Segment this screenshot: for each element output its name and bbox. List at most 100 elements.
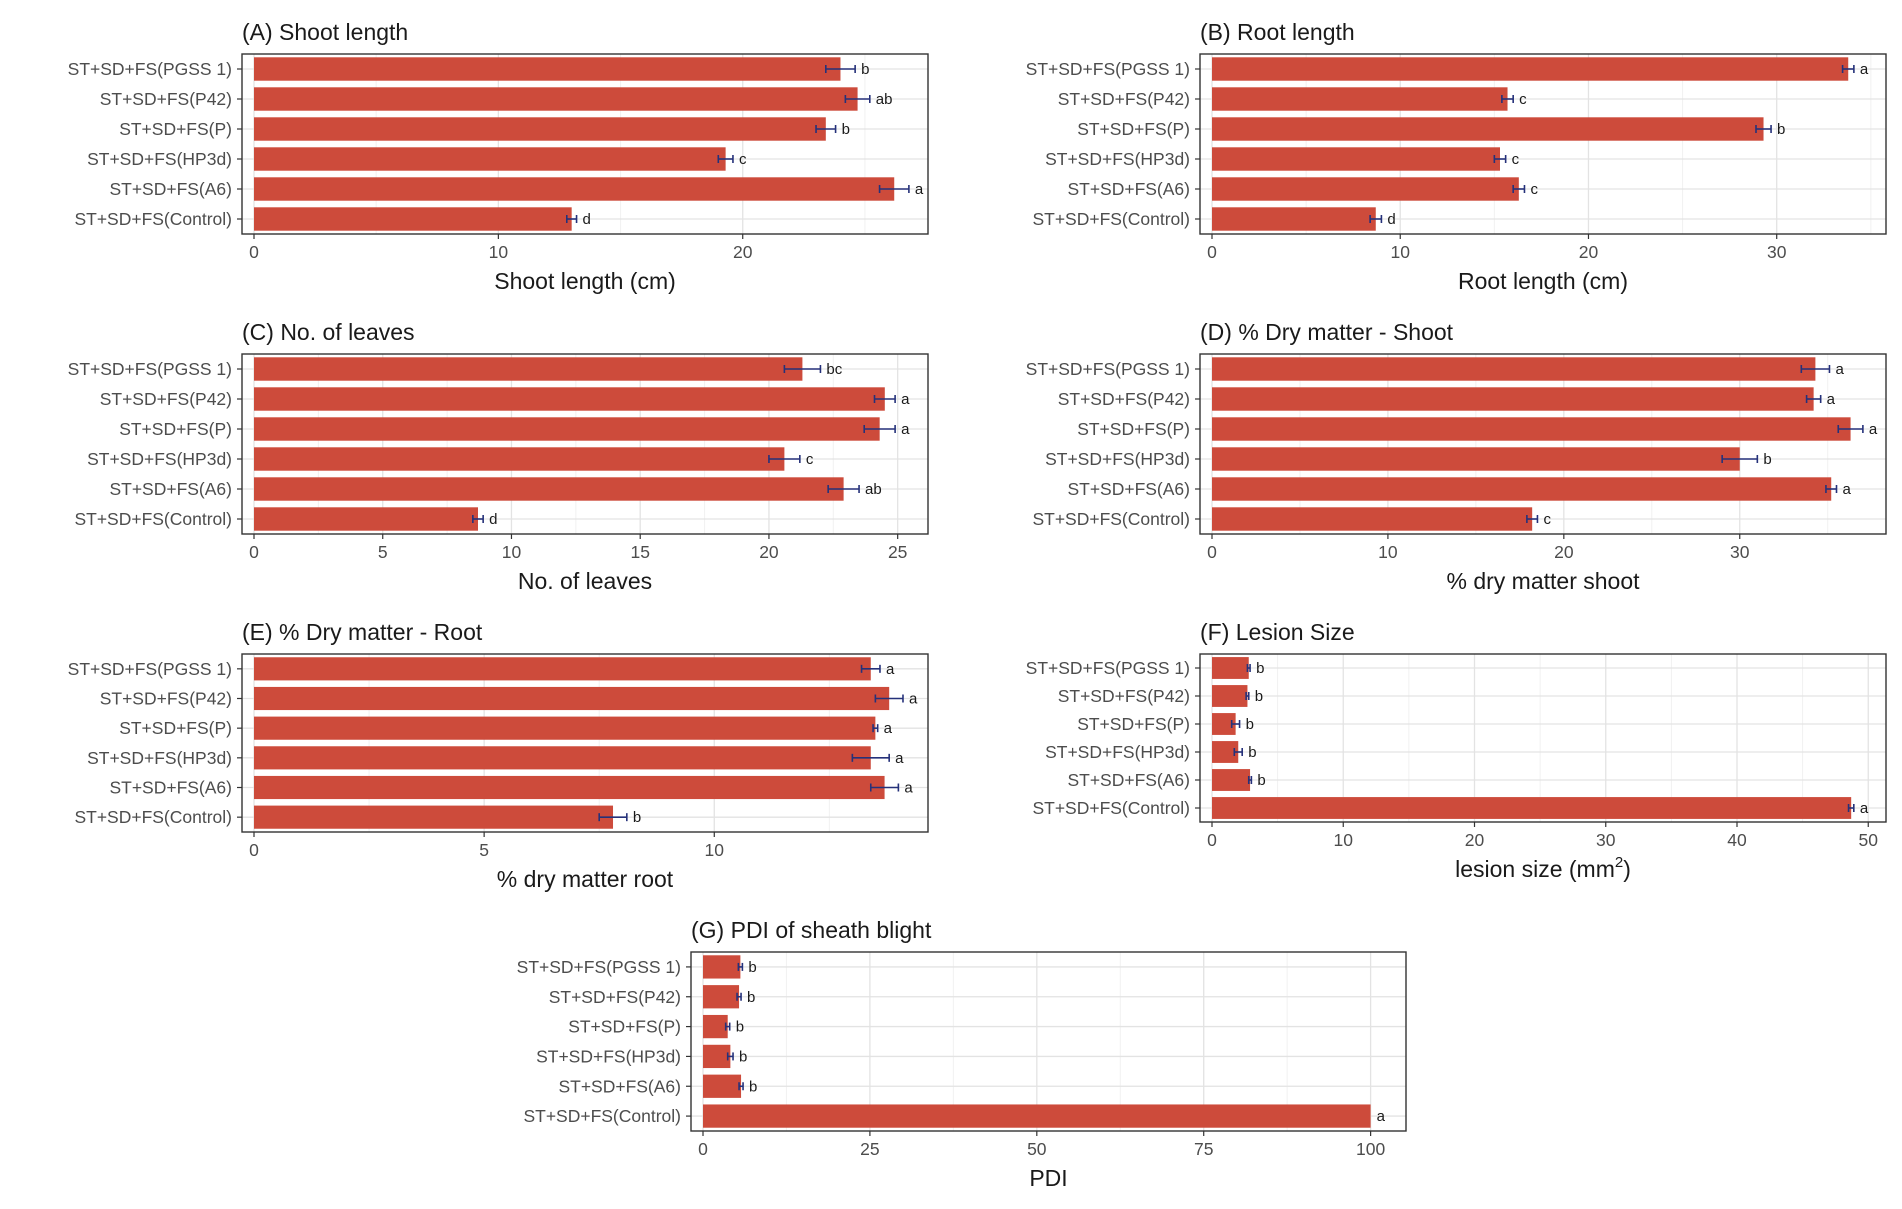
bar	[1212, 207, 1376, 231]
bar	[254, 477, 844, 501]
bar	[254, 447, 785, 471]
category-label: ST+SD+FS(P)	[1077, 714, 1190, 734]
category-label: ST+SD+FS(Control)	[1032, 798, 1190, 818]
significance-label: ab	[876, 91, 893, 108]
category-label: ST+SD+FS(Control)	[74, 807, 232, 827]
bar	[1212, 357, 1816, 381]
significance-label: a	[1843, 481, 1852, 498]
chart-panel: (E) % Dry matter - Root a ST+SD+FS(PGSS 1)…	[68, 619, 929, 892]
significance-label: b	[747, 989, 755, 1006]
x-tick-label: 25	[860, 1139, 879, 1159]
bar	[1212, 417, 1851, 441]
category-label: ST+SD+FS(P)	[119, 419, 232, 439]
significance-label: b	[1256, 660, 1264, 677]
x-tick-label: 10	[1391, 242, 1411, 262]
x-axis-title: PDI	[1029, 1165, 1067, 1191]
panel-border	[1199, 353, 1887, 535]
x-tick-label: 50	[1859, 830, 1879, 850]
category-label: ST+SD+FS(P)	[568, 1017, 681, 1037]
significance-label: a	[1860, 800, 1869, 817]
bar	[703, 1044, 731, 1069]
category-label: ST+SD+FS(P)	[119, 718, 232, 738]
x-tick-label: 5	[378, 542, 388, 562]
x-tick-label: 10	[502, 542, 522, 562]
category-label: ST+SD+FS(P42)	[100, 389, 232, 409]
category-label: ST+SD+FS(P42)	[549, 987, 681, 1007]
x-tick-label: 0	[249, 840, 259, 860]
bar	[1212, 507, 1533, 531]
significance-label: b	[1257, 772, 1265, 789]
category-label: ST+SD+FS(P)	[1077, 119, 1190, 139]
chart-panel: (C) No. of leaves bc ST+SD+FS(PGSS 1) a ST+S…	[68, 319, 929, 594]
significance-label: b	[633, 809, 641, 826]
bar	[1212, 387, 1814, 411]
x-axis-title: % dry matter shoot	[1446, 568, 1640, 594]
significance-label: a	[886, 661, 895, 678]
category-label: ST+SD+FS(PGSS 1)	[68, 59, 232, 79]
significance-label: bc	[826, 361, 842, 378]
significance-label: c	[1519, 91, 1527, 108]
significance-label: b	[861, 61, 869, 78]
category-label: ST+SD+FS(A6)	[109, 179, 232, 199]
x-tick-label: 0	[249, 242, 259, 262]
x-tick-label: 0	[1207, 242, 1217, 262]
x-axis-title: Root length (cm)	[1458, 268, 1628, 294]
chart-title: (B) Root length	[1200, 19, 1355, 45]
significance-label: d	[583, 211, 591, 228]
category-label: ST+SD+FS(HP3d)	[1045, 149, 1190, 169]
bar	[254, 207, 572, 231]
chart-title: (F) Lesion Size	[1200, 619, 1355, 645]
x-axis-title-superscript: 2	[1615, 854, 1623, 871]
significance-label: a	[901, 421, 910, 438]
bar	[254, 357, 803, 381]
significance-label: a	[895, 750, 904, 767]
bar	[1212, 57, 1849, 81]
x-tick-label: 0	[698, 1139, 708, 1159]
significance-label: a	[1860, 61, 1869, 78]
significance-label: b	[842, 121, 850, 138]
chart-panel: (D) % Dry matter - Shoot a ST+SD+FS(PGSS 1…	[1026, 319, 1887, 594]
bar	[254, 57, 841, 81]
significance-label: b	[1248, 744, 1256, 761]
significance-label: a	[1377, 1108, 1386, 1125]
category-label: ST+SD+FS(HP3d)	[1045, 449, 1190, 469]
bar	[1212, 685, 1248, 707]
significance-label: d	[1387, 211, 1395, 228]
x-tick-label: 10	[1378, 542, 1398, 562]
bar	[254, 775, 885, 800]
x-tick-label: 75	[1194, 1139, 1213, 1159]
bar	[1212, 147, 1500, 171]
category-label: ST+SD+FS(HP3d)	[1045, 742, 1190, 762]
x-tick-label: 10	[705, 840, 725, 860]
x-tick-label: 10	[489, 242, 509, 262]
significance-label: b	[1777, 121, 1785, 138]
bar	[703, 955, 741, 979]
bar	[254, 507, 478, 531]
category-label: ST+SD+FS(Control)	[74, 509, 232, 529]
bar	[254, 177, 895, 201]
x-tick-label: 20	[1465, 830, 1485, 850]
chart-title: (C) No. of leaves	[242, 319, 415, 345]
x-axis-title: Shoot length (cm)	[494, 268, 676, 294]
panel-border	[241, 353, 929, 535]
category-label: ST+SD+FS(Control)	[74, 209, 232, 229]
bar	[254, 417, 880, 441]
significance-label: b	[748, 959, 756, 976]
x-tick-label: 5	[479, 840, 489, 860]
significance-label: c	[1530, 181, 1538, 198]
significance-label: a	[1869, 421, 1878, 438]
category-label: ST+SD+FS(PGSS 1)	[1026, 59, 1190, 79]
category-label: ST+SD+FS(PGSS 1)	[517, 957, 681, 977]
significance-label: d	[489, 511, 497, 528]
significance-label: a	[915, 181, 924, 198]
category-label: ST+SD+FS(A6)	[109, 778, 232, 798]
x-tick-label: 30	[1730, 542, 1750, 562]
bar	[703, 1014, 728, 1039]
panel-border	[241, 653, 929, 833]
chart-panel: (F) Lesion Size b ST+SD+FS(PGSS 1) b ST+SD+F…	[1026, 619, 1887, 882]
category-label: ST+SD+FS(PGSS 1)	[68, 659, 232, 679]
bar	[1212, 797, 1852, 819]
significance-label: b	[736, 1019, 744, 1036]
category-label: ST+SD+FS(P)	[1077, 419, 1190, 439]
bar	[254, 117, 826, 141]
